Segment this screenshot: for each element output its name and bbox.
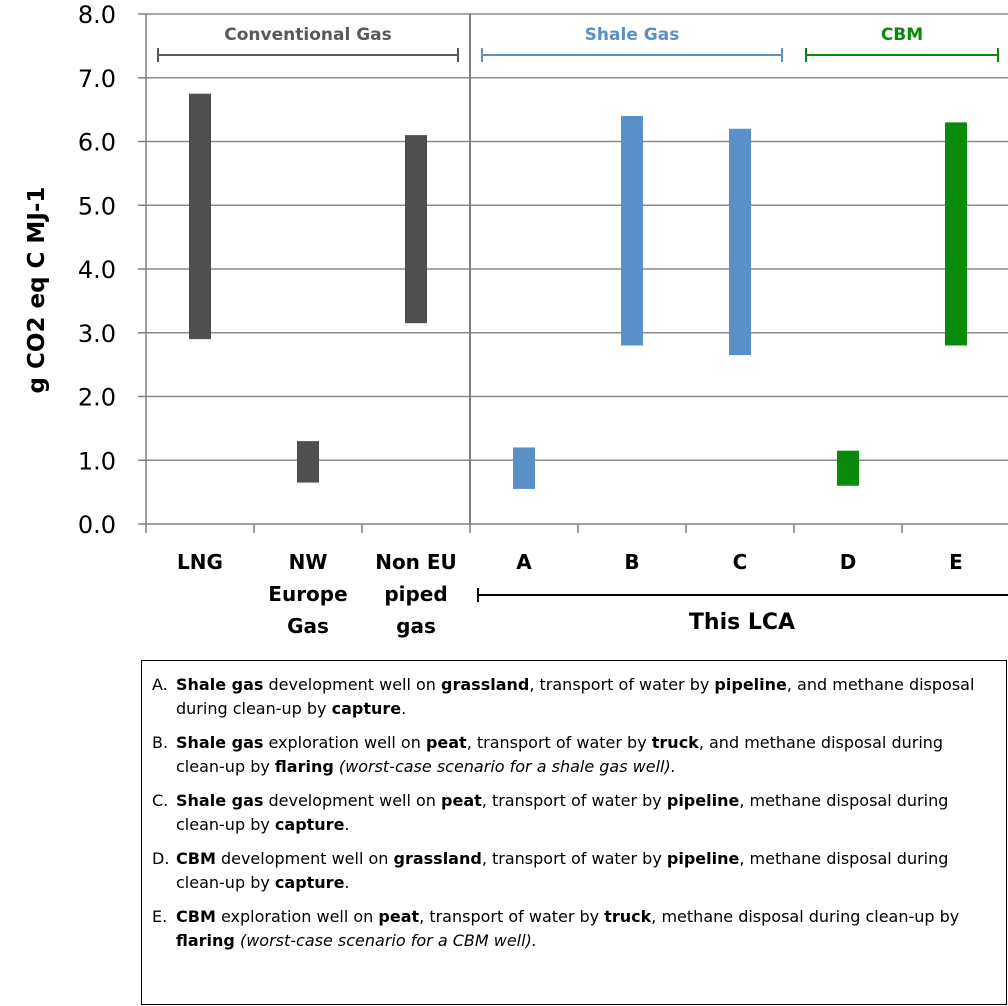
group-label: Conventional Gas <box>224 25 391 45</box>
legend-keyword: pipeline <box>666 849 740 868</box>
legend-keyword: pipeline <box>714 675 787 694</box>
range-bar <box>621 116 643 346</box>
x-category-label: Non EU <box>375 550 457 574</box>
y-tick-label: 1.0 <box>78 447 116 475</box>
x-category-label: Gas <box>287 614 329 638</box>
range-bar <box>189 93 211 340</box>
y-tick-label: 2.0 <box>78 384 116 412</box>
legend-text-run: , transport of water by <box>481 849 667 868</box>
legend-text-run: , methane disposal during clean-up by <box>176 849 949 892</box>
legend-keyword: peat <box>425 733 467 752</box>
this-lca-label: This LCA <box>689 610 795 635</box>
legend-text-run: , transport of water by <box>419 907 605 926</box>
legend-keyword: grassland <box>393 849 482 868</box>
y-tick-label: 6.0 <box>78 129 116 157</box>
legend-keyword: capture <box>331 699 402 718</box>
y-tick-label: 4.0 <box>78 256 116 284</box>
range-bars <box>189 93 967 489</box>
legend-keyword: peat <box>378 907 420 926</box>
range-bar <box>405 135 427 324</box>
legend-keyword: capture <box>274 815 345 834</box>
legend-text-run: , transport of water by <box>481 791 667 810</box>
legend-keyword: peat <box>441 791 482 810</box>
legend-text-run: , methane disposal during clean-up by <box>176 791 949 834</box>
legend-keyword: truck <box>604 907 652 926</box>
legend-text-run: (worst-case scenario for a shale gas wel… <box>333 757 676 776</box>
x-category-label: LNG <box>177 550 223 574</box>
y-axis-ticks: 0.0 1.0 2.0 3.0 4.0 5.0 6.0 7.0 8.0 <box>78 1 146 539</box>
x-category-label: A <box>516 550 532 574</box>
legend-item: E. CBM exploration well on peat, transpor… <box>152 905 996 953</box>
legend-item-text: Shale gas development well on peat, tran… <box>176 789 996 837</box>
legend-text-run: development well on <box>263 791 442 810</box>
legend-keyword: Shale gas <box>176 733 264 752</box>
plot-frame <box>145 14 1008 533</box>
range-chart: g CO2 eq C MJ-1 0.0 1.0 2.0 3.0 4.0 5.0 6.0 7.0… <box>24 1 1008 638</box>
x-category-label: D <box>840 550 857 574</box>
legend-text-run: development well on <box>263 675 442 694</box>
legend-keyword: flaring <box>274 757 334 776</box>
legend-keyword: capture <box>274 873 345 892</box>
range-bar <box>513 447 535 489</box>
legend-keyword: pipeline <box>666 791 740 810</box>
legend-text-run: (worst-case scenario for a CBM well). <box>234 931 537 950</box>
x-category-label: piped <box>384 582 447 606</box>
x-category-label: Europe <box>268 582 347 606</box>
legend-item-text: Shale gas exploration well on peat, tran… <box>176 731 996 779</box>
range-bar <box>837 450 859 486</box>
legend-keyword: truck <box>651 733 699 752</box>
legend-keyword: flaring <box>176 931 235 950</box>
legend-item: D. CBM development well on grassland, tra… <box>152 847 996 895</box>
range-bar <box>729 128 751 356</box>
legend-item: B. Shale gas exploration well on peat, tr… <box>152 731 996 779</box>
legend-item-letter: A. <box>152 675 168 694</box>
legend-item-letter: B. <box>152 733 169 752</box>
range-bar <box>945 122 967 346</box>
y-tick-label: 0.0 <box>78 511 116 539</box>
x-category-label: B <box>624 550 639 574</box>
legend-text-run: . <box>344 873 350 892</box>
y-tick-label: 8.0 <box>78 1 116 29</box>
legend-keyword: CBM <box>176 907 216 926</box>
scenario-legend: A. Shale gas development well on grasslan… <box>141 660 1007 1005</box>
x-category-label: gas <box>396 614 436 638</box>
legend-text-run: , and methane disposal during clean-up b… <box>176 733 944 776</box>
legend-item: A. Shale gas development well on grasslan… <box>152 673 996 721</box>
legend-item-text: CBM exploration well on peat, transport … <box>176 905 996 953</box>
legend-text-run: exploration well on <box>263 733 426 752</box>
legend-text-run: , and methane disposal during clean-up b… <box>176 675 975 718</box>
legend-text-run: exploration well on <box>215 907 379 926</box>
legend-text-run: . <box>344 815 350 834</box>
legend-text-run: . <box>401 699 407 718</box>
legend-text-run: , transport of water by <box>529 675 715 694</box>
legend-item-text: Shale gas development well on grassland,… <box>176 673 996 721</box>
x-category-label: E <box>949 550 963 574</box>
y-tick-label: 7.0 <box>78 65 116 93</box>
group-label: Shale Gas <box>585 25 680 45</box>
y-tick-label: 5.0 <box>78 192 116 220</box>
legend-item-letter: C. <box>152 791 169 810</box>
legend-item-letter: D. <box>152 849 170 868</box>
group-brackets: Conventional Gas Shale Gas CBM <box>157 25 999 62</box>
this-lca-bracket: This LCA <box>477 588 1008 635</box>
x-axis-categories: LNG NW Europe Gas Non EU piped gas A B C D E <box>177 550 963 638</box>
gridlines <box>146 13 1008 461</box>
legend-keyword: Shale gas <box>176 675 264 694</box>
legend-item: C. Shale gas development well on peat, tr… <box>152 789 996 837</box>
legend-text-run: development well on <box>215 849 394 868</box>
y-axis-title: g CO2 eq C MJ-1 <box>24 187 50 394</box>
legend-keyword: CBM <box>176 849 216 868</box>
x-category-label: NW <box>289 550 328 574</box>
group-label: CBM <box>881 25 923 45</box>
legend-keyword: grassland <box>441 675 530 694</box>
x-category-label: C <box>733 550 748 574</box>
legend-text-run: , transport of water by <box>466 733 652 752</box>
range-bar <box>297 441 319 483</box>
legend-item-letter: E. <box>152 907 168 926</box>
y-tick-label: 3.0 <box>78 320 116 348</box>
legend-text-run: , methane disposal during clean-up by <box>651 907 960 926</box>
legend-item-text: CBM development well on grassland, trans… <box>176 847 996 895</box>
legend-keyword: Shale gas <box>176 791 264 810</box>
